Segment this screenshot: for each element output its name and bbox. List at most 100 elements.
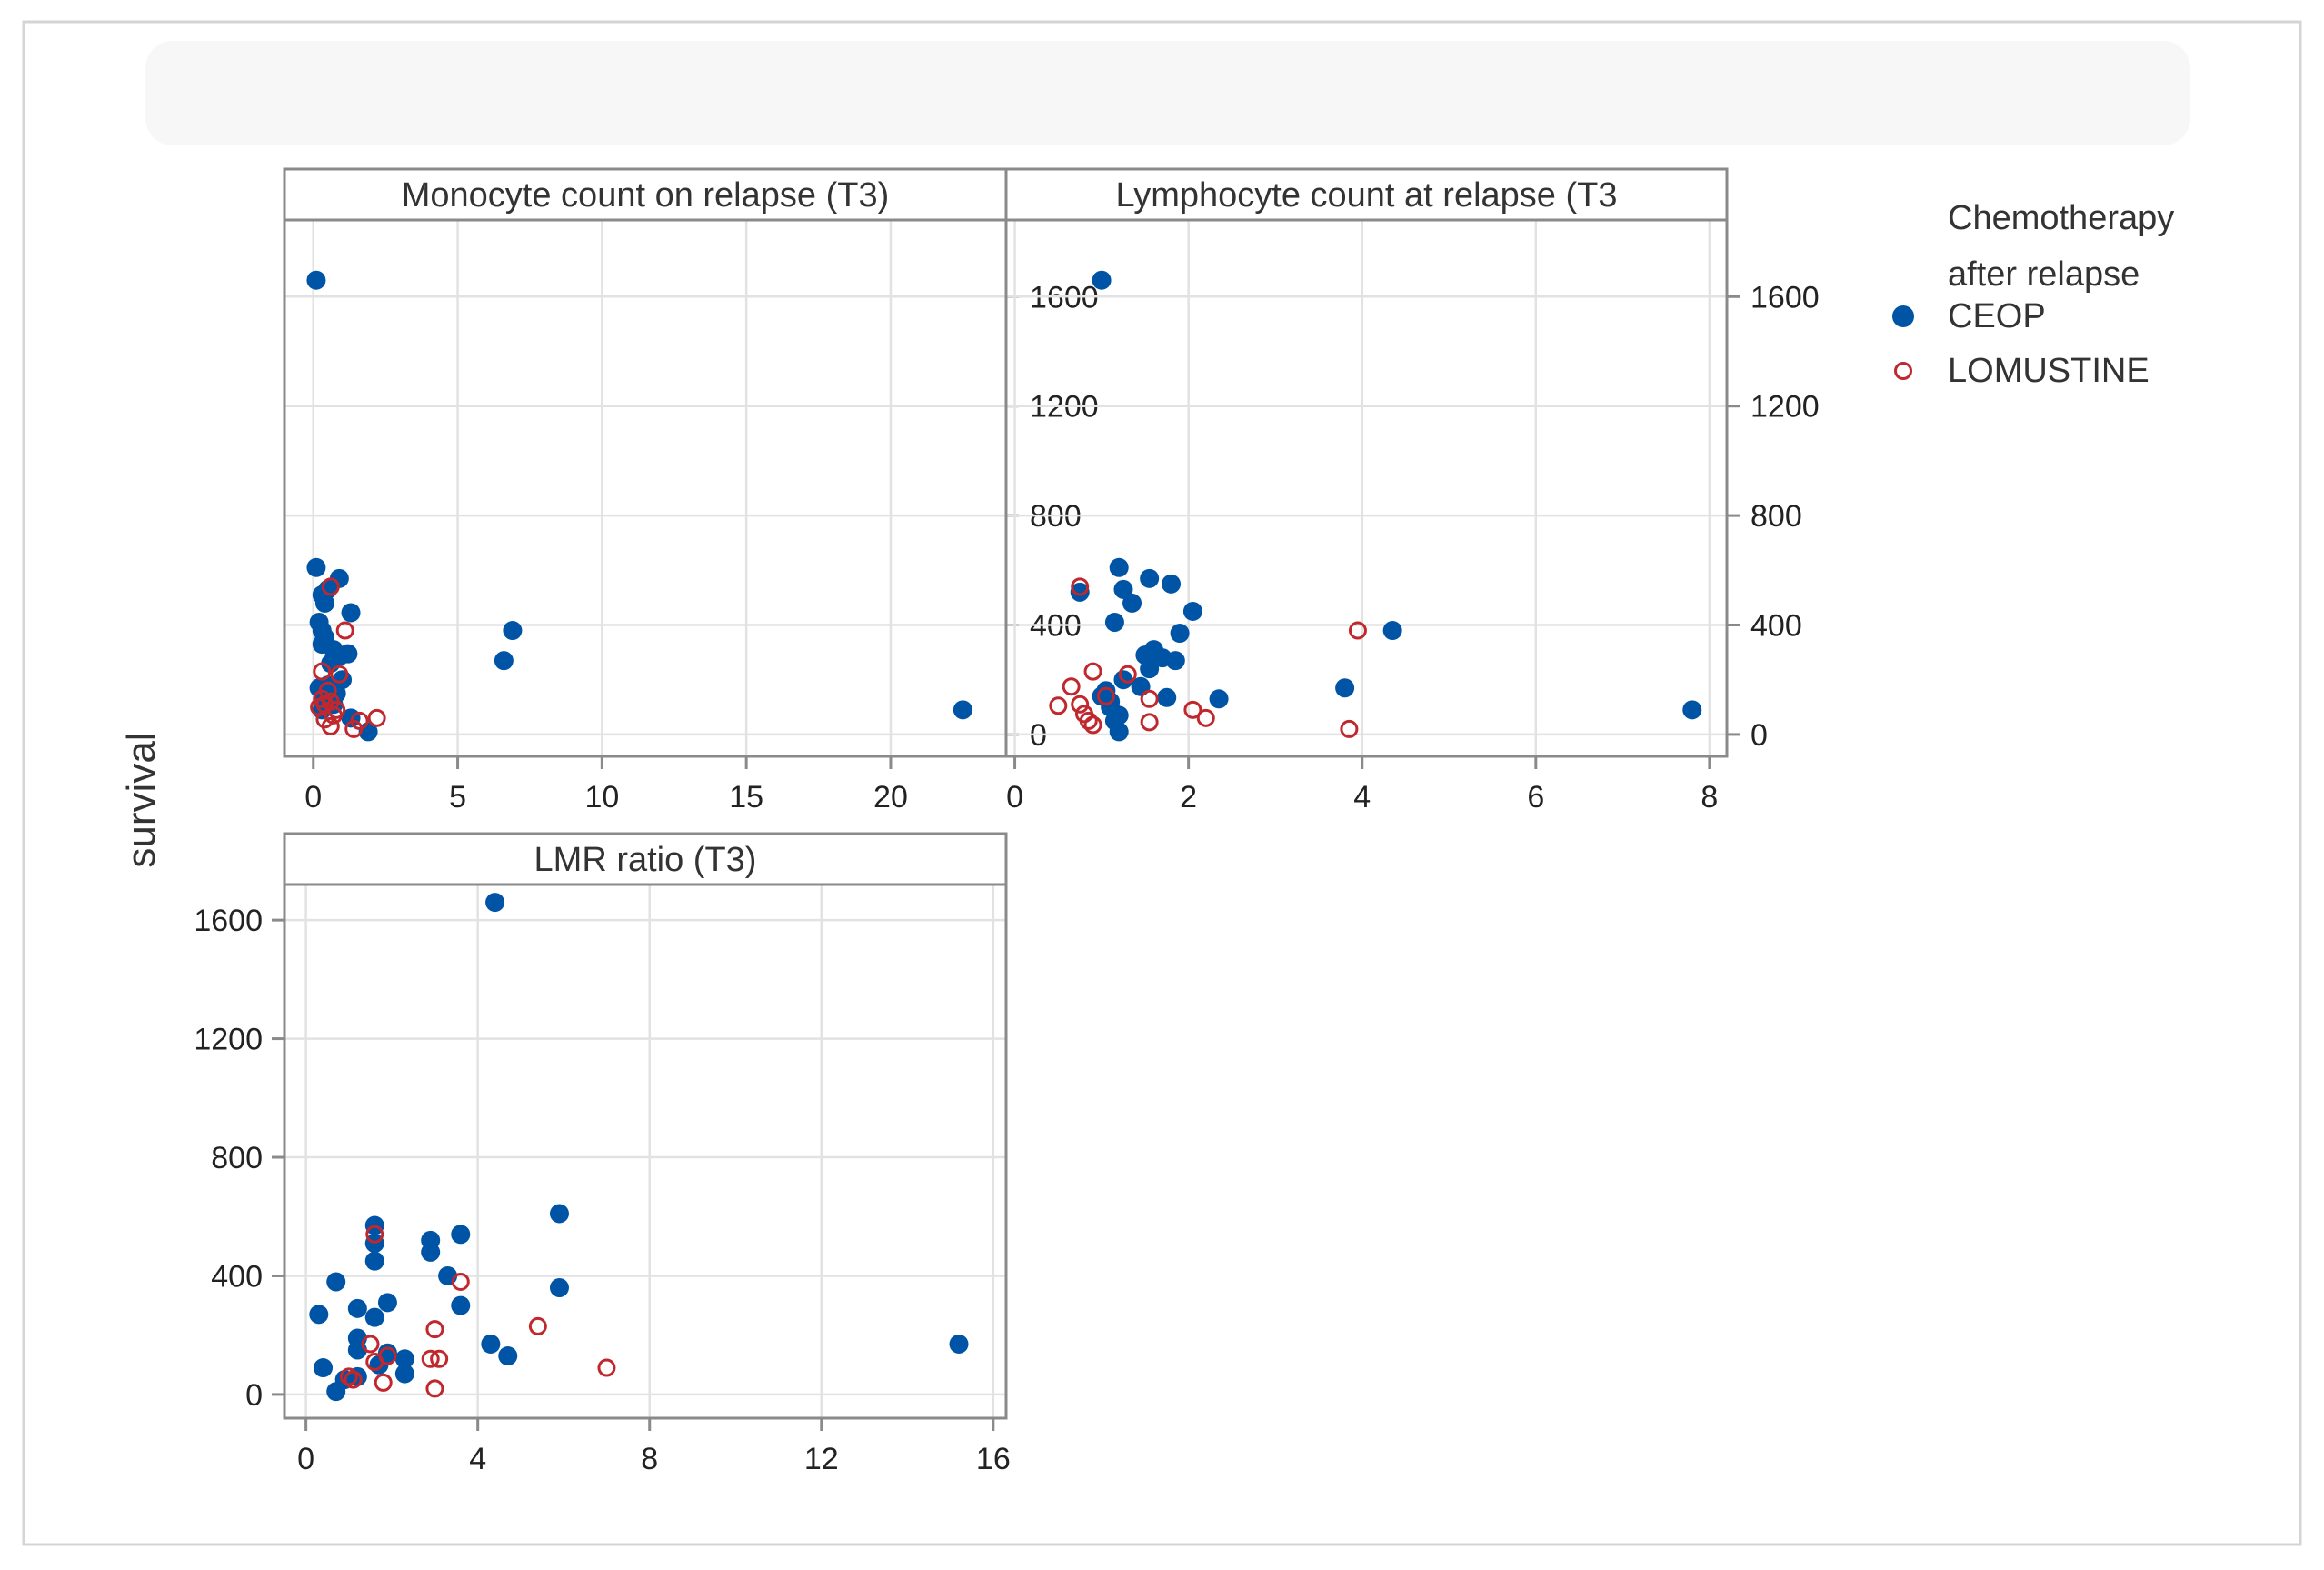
outer-frame: [22, 20, 2302, 1546]
point-ceop: [1070, 582, 1090, 602]
y-axis-label: survival: [119, 732, 164, 867]
point-lomustine: [1071, 695, 1090, 714]
point-ceop: [314, 1358, 334, 1378]
point-lomustine: [344, 1370, 363, 1389]
x-tick-label: 8: [1701, 780, 1718, 815]
point-ceop: [451, 1295, 471, 1315]
panel-monocyte: Monocyte count on relapse (T3)0 5 10 15 2004…: [283, 167, 1099, 815]
point-lomustine: [374, 1373, 393, 1392]
legend-marker: [1894, 362, 1912, 380]
point-ceop: [309, 1305, 329, 1325]
point-ceop: [481, 1334, 501, 1354]
point-ceop: [451, 1225, 471, 1245]
point-ceop: [549, 1204, 569, 1224]
point-lomustine: [1183, 700, 1202, 719]
point-ceop: [485, 893, 505, 913]
x-tick-label: 0: [297, 1442, 314, 1476]
point-lomustine: [367, 708, 386, 727]
y-tick-label: 1200: [194, 1023, 263, 1057]
point-ceop: [494, 651, 514, 671]
point-lomustine: [1062, 677, 1081, 696]
point-lomustine: [451, 1272, 470, 1291]
point-lomustine: [361, 1335, 380, 1354]
point-ceop: [421, 1242, 441, 1262]
point-ceop: [377, 1293, 397, 1313]
legend-marker: [1892, 305, 1914, 327]
point-ceop: [953, 700, 972, 720]
series-ceop: [1070, 270, 1702, 742]
blurred-title-band: [145, 41, 2190, 145]
point-ceop: [364, 1251, 384, 1271]
x-tick-label: 12: [804, 1442, 839, 1476]
point-ceop: [498, 1346, 518, 1366]
y-tick-label: 0: [245, 1378, 263, 1413]
series-lomustine: [339, 1225, 616, 1398]
x-tick-label: 2: [1180, 780, 1197, 815]
x-tick-label: 4: [1353, 780, 1371, 815]
point-ceop: [1109, 557, 1129, 577]
point-lomustine: [1083, 715, 1102, 735]
x-tick-label: 15: [729, 780, 763, 815]
point-lomustine: [365, 1225, 384, 1244]
series-ceop: [309, 893, 969, 1402]
y-tick-label: 800: [1750, 499, 1802, 534]
point-lomustine: [597, 1358, 616, 1377]
point-ceop: [326, 1272, 346, 1292]
panel-lymphocyte: Lymphocyte count at relapse (T30 2 4 6 80400…: [1004, 167, 1820, 815]
point-lomustine: [1083, 662, 1102, 681]
x-tick-label: 6: [1527, 780, 1544, 815]
panel-strip: [283, 167, 1008, 222]
point-lomustine: [1140, 713, 1159, 732]
point-lomustine: [1140, 689, 1159, 708]
point-lomustine: [1196, 708, 1215, 727]
point-ceop: [503, 621, 523, 641]
point-lomustine: [1049, 696, 1068, 715]
point-ceop: [1140, 568, 1160, 588]
point-lomustine: [335, 621, 354, 640]
point-ceop: [1335, 678, 1355, 698]
y-tick-label: 400: [1750, 609, 1802, 644]
panel-frame: [283, 883, 1008, 1420]
legend-title: after relapse: [1948, 255, 2139, 294]
point-ceop: [306, 557, 326, 577]
point-ceop: [326, 1382, 346, 1402]
y-tick-label: 1600: [1750, 280, 1820, 315]
point-ceop: [1140, 659, 1160, 679]
point-ceop: [1109, 722, 1129, 742]
panel-strip: [1004, 167, 1729, 222]
legend-title: Chemotherapy: [1948, 199, 2174, 237]
point-lomustine: [528, 1316, 547, 1335]
point-lomustine: [430, 1349, 449, 1368]
point-ceop: [1162, 574, 1182, 594]
point-ceop: [1170, 624, 1190, 644]
legend-entry-label: LOMUSTINE: [1948, 352, 2149, 390]
point-lomustine: [1071, 577, 1090, 596]
point-lomustine: [1118, 665, 1137, 684]
point-lomustine: [425, 1379, 444, 1398]
panel-strip-label: Monocyte count on relapse (T3): [402, 176, 890, 215]
point-lomustine: [344, 719, 364, 738]
panel-frame: [1004, 218, 1729, 758]
panel-strip: [283, 832, 1008, 886]
point-lomustine: [1340, 719, 1359, 738]
point-lomustine: [321, 716, 340, 735]
panel-lmr: LMR ratio (T3) 0 4 8 12 16 0 400 800 1200 1600: [194, 832, 1011, 1476]
point-ceop: [1682, 700, 1702, 720]
y-tick-label: 0: [1750, 718, 1768, 753]
point-ceop: [1182, 601, 1202, 621]
point-ceop: [347, 1298, 367, 1318]
y-axis-label-group: survival: [119, 732, 164, 867]
x-tick-label: 10: [584, 780, 619, 815]
point-ceop: [1382, 621, 1402, 641]
panel-strip-label: Lymphocyte count at relapse (T3: [1116, 176, 1618, 215]
point-lomustine: [1079, 711, 1098, 730]
point-ceop: [341, 603, 361, 623]
point-ceop: [1157, 687, 1177, 707]
panel-strip-label: LMR ratio (T3): [534, 841, 757, 879]
point-ceop: [306, 270, 326, 290]
point-lomustine: [324, 705, 343, 725]
series-lomustine: [1049, 577, 1367, 738]
